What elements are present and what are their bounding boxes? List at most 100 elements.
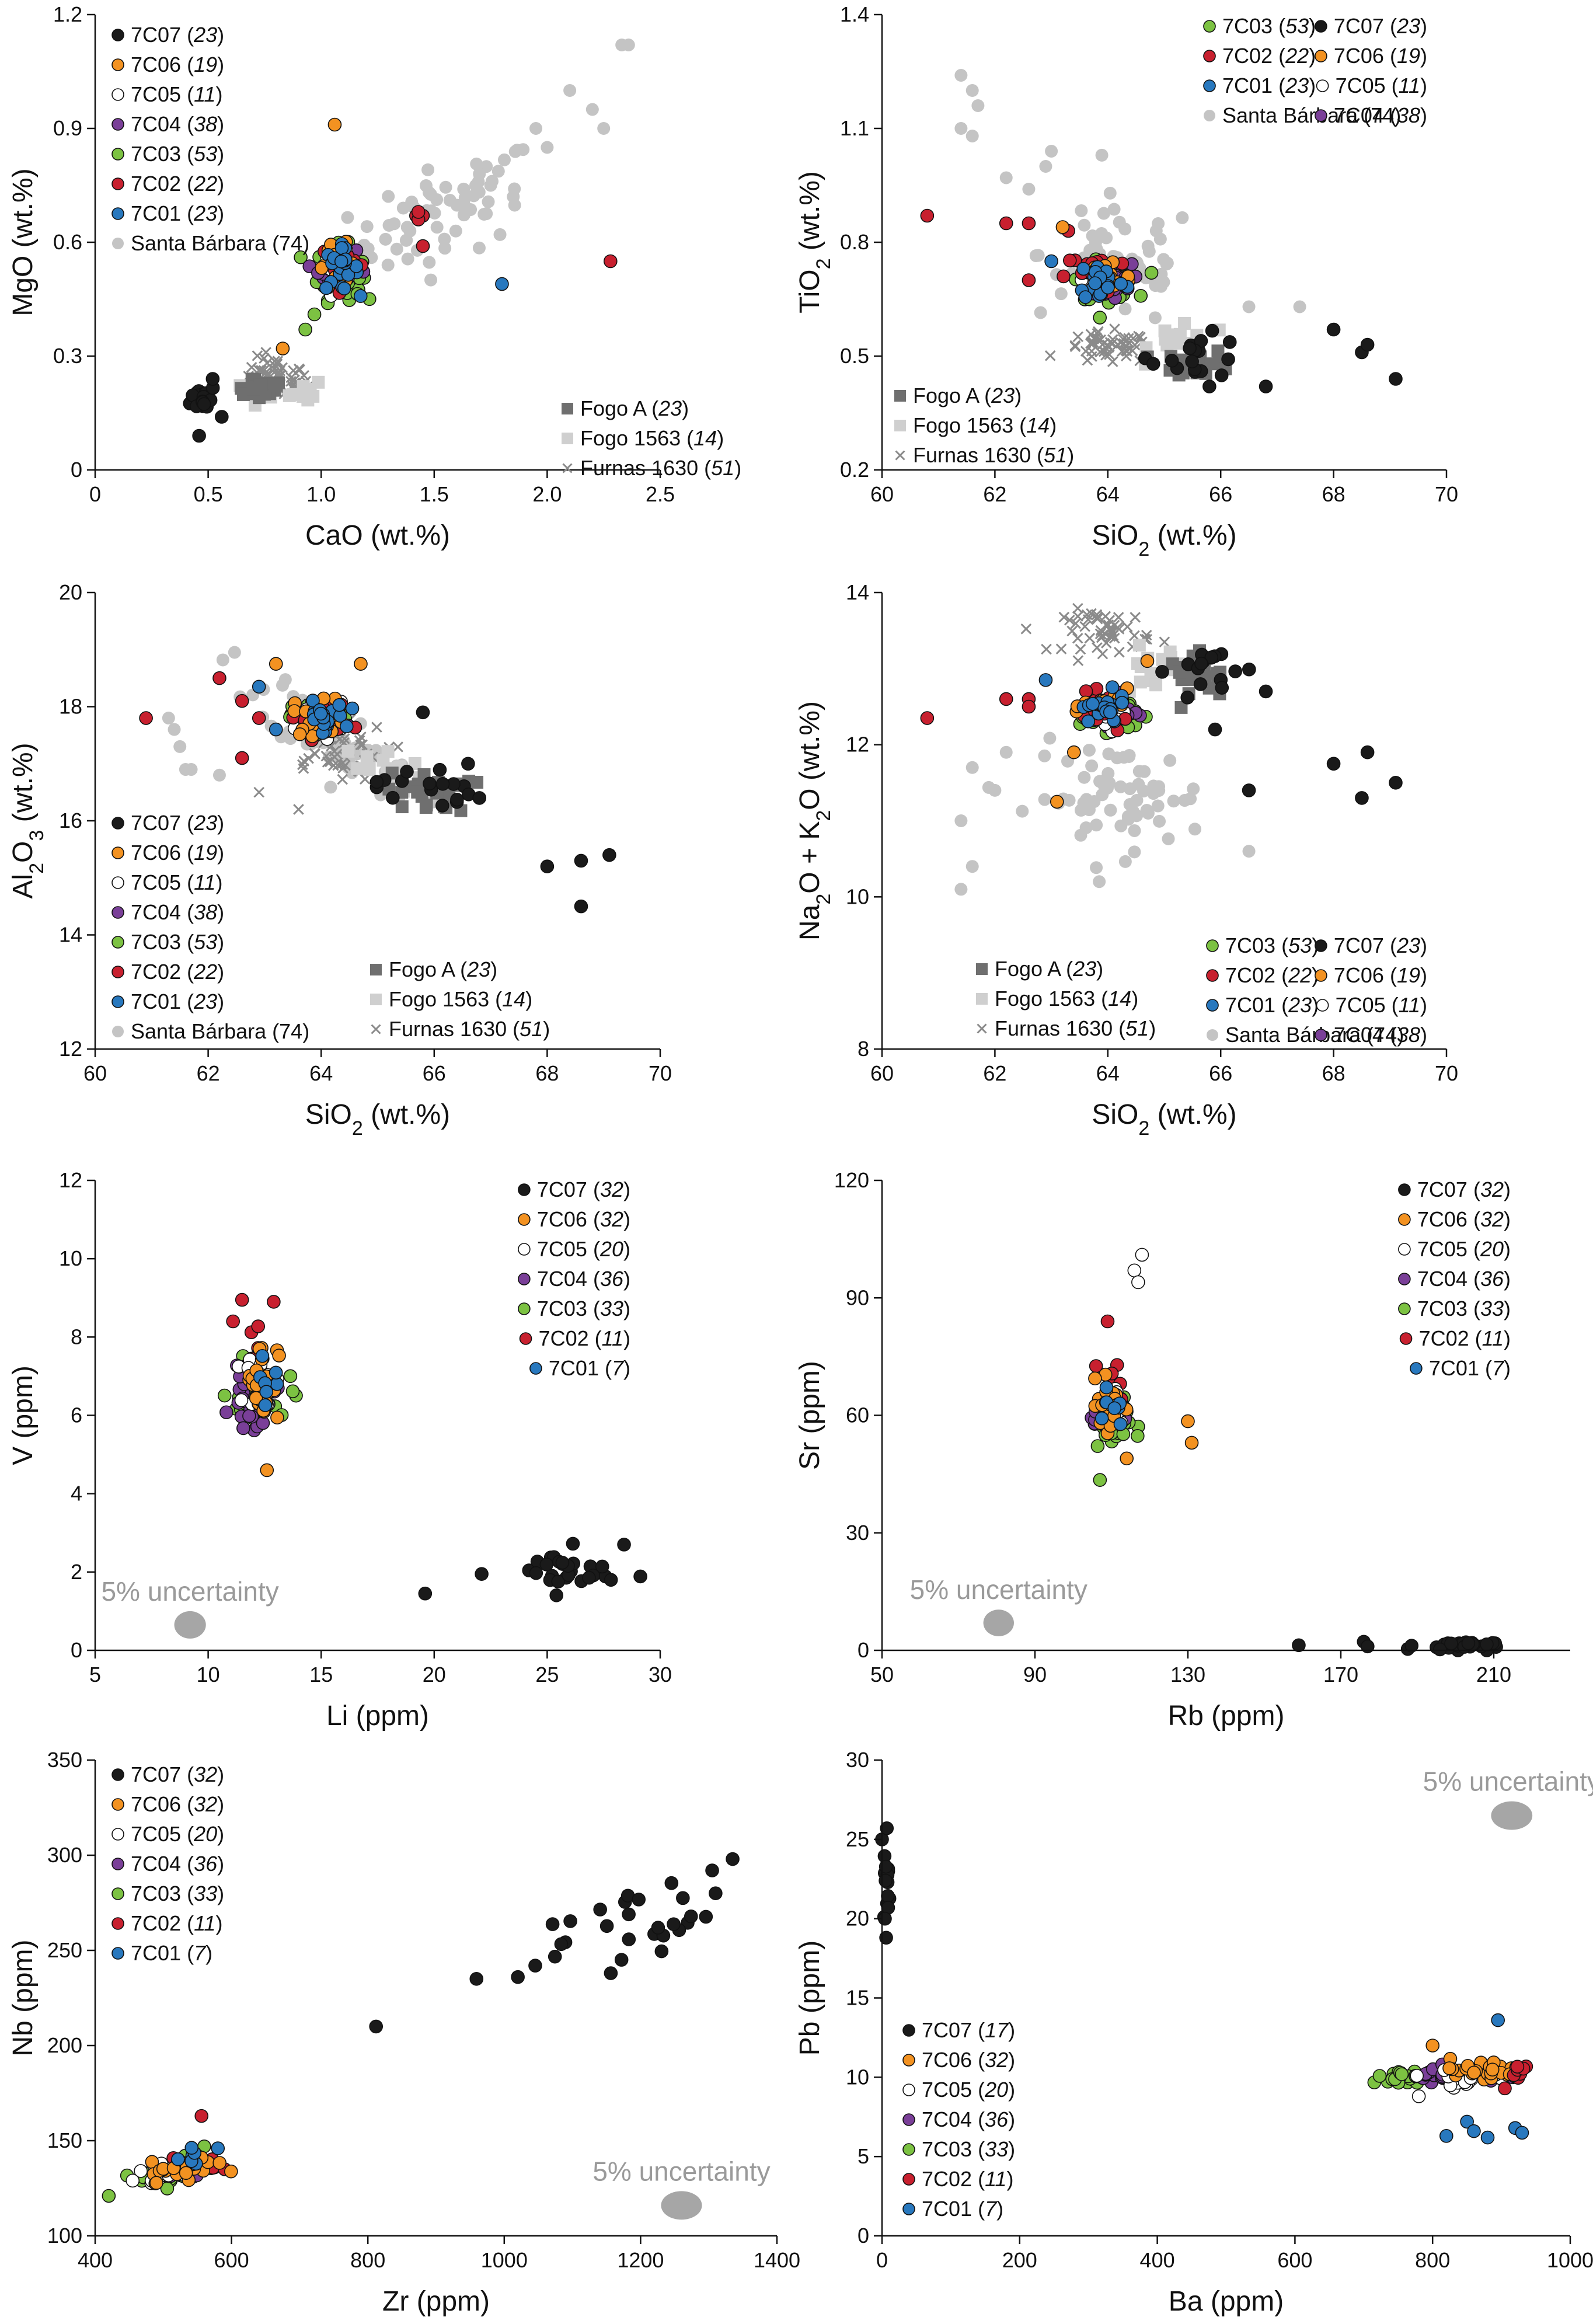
legend-label: 7C03 (53) [131, 930, 224, 954]
point-7c05 [134, 2164, 148, 2178]
legend-item-7c07: 7C07 (17) [902, 2018, 1015, 2042]
legend: 7C07 (32) 7C06 (32) 7C05 (20) 7C04 (36) 7C03… [518, 1177, 630, 1380]
y-tick-label: 12 [846, 733, 869, 757]
legend-item-fogo-a: Fogo A (23) [562, 396, 689, 420]
x-tick-label: 64 [1096, 1061, 1120, 1085]
point-7c07 [469, 1972, 484, 1986]
legend-label: 7C03 (33) [537, 1297, 630, 1320]
legend-item-fogo-a: Fogo A (23) [894, 384, 1022, 407]
point-7c03 [298, 322, 312, 337]
point-7c02 [920, 711, 935, 725]
point-7c03 [283, 1369, 298, 1384]
point-santa-b-rbara [1038, 749, 1051, 762]
point-7c02 [411, 205, 426, 219]
point-santa-b-rbara [212, 768, 226, 782]
legend-item-7c06: 7C06 (32) [518, 1207, 630, 1231]
y-tick-label: 25 [846, 1827, 869, 1851]
point-fogo-1563 [301, 393, 315, 407]
legend-item-7c03: 7C03 (33) [1398, 1297, 1511, 1320]
point-7c06 [1425, 2039, 1439, 2053]
y-tick-label: 10 [59, 1246, 82, 1270]
x-axis-title: Rb (ppm) [1167, 1701, 1284, 1731]
point-santa-b-rbara [965, 84, 979, 97]
y-axis-title: Pb (ppm) [794, 1940, 825, 2055]
legend-item-7c06: 7C06 (19) [1315, 963, 1427, 987]
point-7c01 [1078, 290, 1093, 304]
legend-label: 7C02 (22) [131, 960, 224, 984]
point-furnas-1630 [322, 757, 333, 768]
point-7c07 [450, 792, 464, 807]
legend-item-7c06: 7C06 (19) [111, 841, 224, 865]
point-fogo-a [470, 776, 484, 789]
point-7c07 [545, 1917, 560, 1931]
y-tick-label: 300 [47, 1843, 82, 1867]
legend-marker [371, 1024, 381, 1034]
legend-label: 7C06 (19) [1334, 963, 1427, 987]
legend-label: 7C01 (7) [922, 2197, 1003, 2221]
point-santa-b-rbara [360, 220, 374, 234]
legend-label: 7C02 (11) [131, 1911, 222, 1935]
point-7c07 [632, 1893, 646, 1907]
legend-item-7c01: 7C01 (23) [1206, 993, 1319, 1017]
legend-marker [518, 1213, 531, 1226]
x-tick-label: 64 [309, 1061, 333, 1085]
point-santa-b-rbara [1095, 148, 1109, 162]
legend-marker [112, 238, 124, 249]
point-7c07 [709, 1886, 723, 1900]
y-axis-title: Nb (ppm) [8, 1939, 39, 2056]
legend-item-7c04: 7C04 (38) [1315, 103, 1427, 127]
legend-label: 7C01 (23) [1222, 74, 1316, 97]
point-7c06 [1050, 795, 1064, 809]
point-7c03 [1144, 266, 1159, 280]
point-santa-b-rbara [472, 186, 486, 199]
legend-marker [370, 994, 382, 1005]
point-7c07 [602, 848, 616, 862]
point-7c06 [1066, 745, 1081, 759]
point-7c01 [1103, 705, 1117, 719]
x-tick-label: 30 [649, 1663, 672, 1687]
legend-label: 7C04 (36) [131, 1852, 224, 1876]
point-7c02 [226, 1314, 240, 1329]
point-santa-b-rbara [1184, 792, 1197, 806]
point-santa-b-rbara [405, 196, 419, 209]
point-7c06 [224, 2164, 238, 2179]
point-7c07 [1214, 368, 1229, 382]
legend-label: Fogo 1563 (14) [913, 413, 1057, 437]
y-tick-label: 0.3 [53, 344, 82, 368]
legend-item-furnas-1630: Furnas 1630 (51) [977, 1016, 1156, 1040]
point-7c03 [1395, 2067, 1409, 2081]
legend-label: 7C03 (53) [1222, 14, 1316, 38]
point-7c06 [269, 657, 283, 671]
point-fogo-1563 [1132, 639, 1146, 652]
point-furnas-1630 [337, 773, 348, 785]
y-tick-label: 350 [47, 1748, 82, 1772]
point-7c07 [582, 1570, 596, 1585]
point-furnas-1630 [303, 752, 314, 764]
point-7c01 [332, 698, 347, 712]
point-santa-b-rbara [1034, 306, 1047, 319]
point-7c07 [1208, 722, 1222, 737]
point-7c07 [1242, 783, 1256, 797]
legend-label: Fogo A (23) [580, 396, 689, 420]
point-7c02 [1063, 253, 1077, 267]
point-7c02 [267, 1295, 281, 1309]
point-fogo-a [236, 388, 250, 401]
point-fogo-1563 [341, 744, 355, 758]
point-fogo-a [1205, 357, 1218, 371]
point-7c02 [999, 692, 1013, 706]
point-furnas-1630 [1123, 333, 1134, 344]
x-tick-label: 800 [1415, 2248, 1450, 2272]
point-7c01 [353, 289, 368, 303]
x-tick-label: 600 [214, 2248, 249, 2272]
legend-marker [111, 1947, 124, 1960]
legend-marker [1207, 1029, 1218, 1041]
legend-marker [111, 1858, 124, 1870]
point-santa-b-rbara [1137, 785, 1151, 798]
point-fogo-a [395, 800, 409, 814]
y-axis-title: TiO2 (wt.%) [794, 171, 835, 313]
point-furnas-1630 [1094, 628, 1106, 640]
point-7c02 [1022, 699, 1036, 714]
legend-label: 7C05 (20) [537, 1237, 630, 1261]
x-tick-label: 66 [423, 1061, 446, 1085]
legend-item-santa-b-rbara: Santa Bárbara (74) [112, 1019, 309, 1043]
